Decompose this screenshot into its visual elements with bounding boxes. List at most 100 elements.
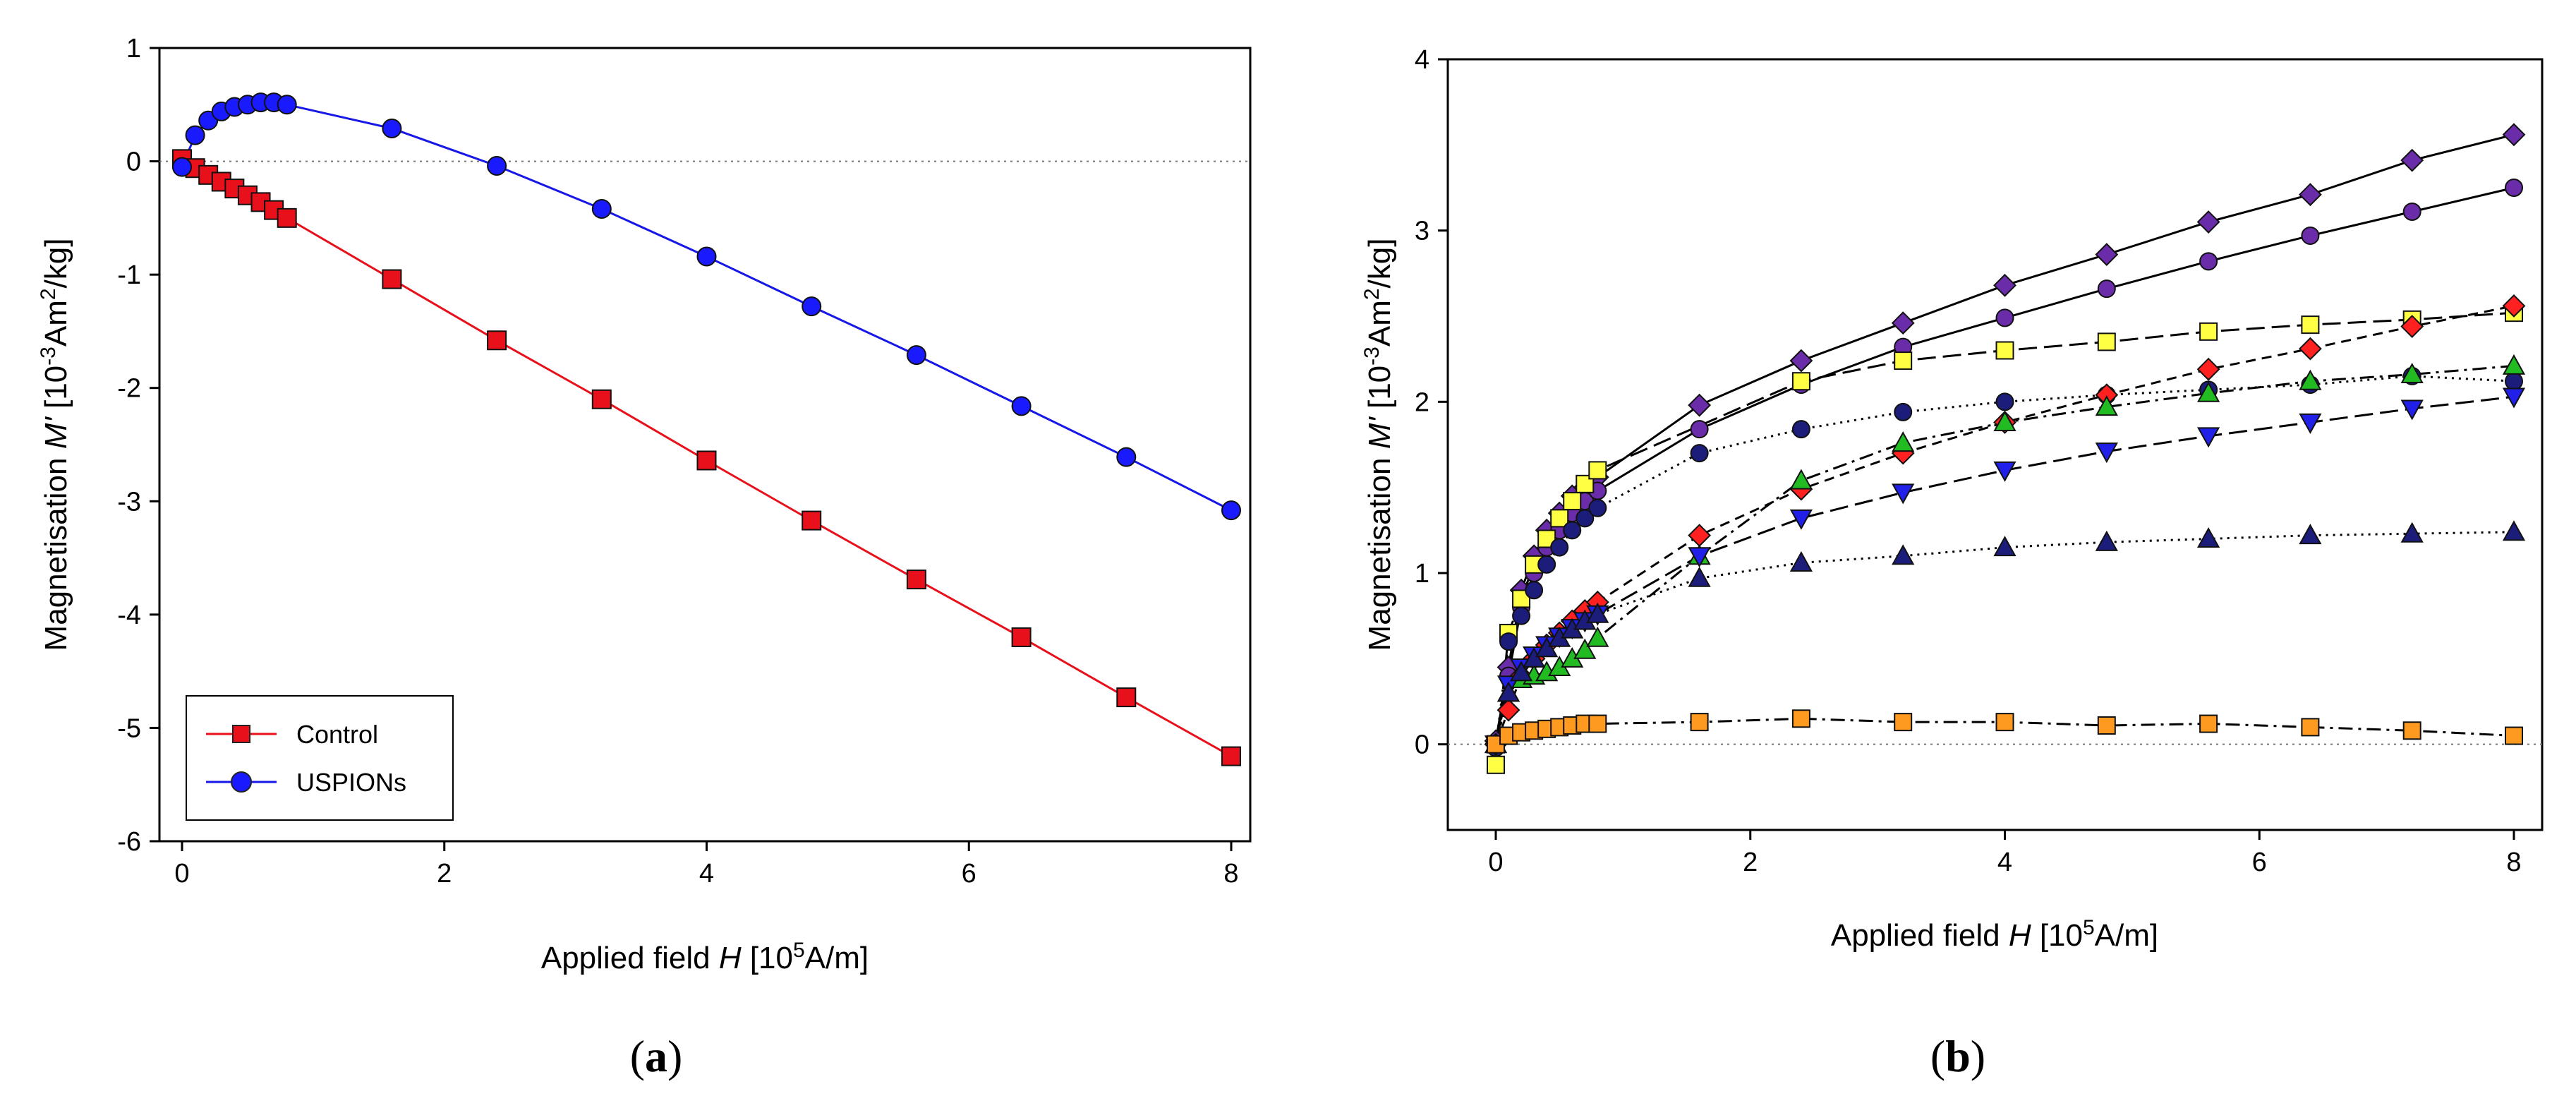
y-tick-label: 1 [126, 34, 141, 64]
series-line-triangle-green [1494, 364, 2515, 745]
data-point-circle-navy [1525, 581, 1544, 600]
data-point-circle-purple [2505, 179, 2523, 197]
data-point-triangle-navy [2095, 530, 2118, 551]
data-point-circle-navy [1894, 402, 1913, 421]
data-point-uspions [1011, 396, 1032, 416]
data-point-control [1116, 687, 1137, 708]
data-point-control [1221, 746, 1241, 766]
axis-ticks-b: 0 2 4 6 8 4 3 2 1 0 [1415, 45, 2522, 877]
data-point-square-yellow [2199, 322, 2218, 341]
data-point-circle-navy [1550, 538, 1569, 557]
data-point-square-yellow [1894, 351, 1913, 371]
y-tick-label: 4 [1415, 45, 1429, 75]
y-tick-label: -6 [117, 827, 141, 857]
data-point-square-yellow [1791, 372, 1810, 391]
y-tick-label: 0 [1415, 730, 1429, 760]
data-point-uspions [906, 345, 926, 366]
data-point-square-orange [1791, 709, 1810, 728]
data-point-diamond-red [2502, 294, 2526, 318]
data-point-triangle-down-blue [2299, 413, 2322, 434]
data-point-circle-navy [1537, 555, 1556, 574]
data-point-triangle-down-blue [2197, 427, 2220, 448]
data-point-circle-navy [1588, 498, 1607, 517]
data-point-diamond-purple [1789, 349, 1813, 373]
data-point-triangle-down-blue [1993, 461, 2016, 482]
legend-marker-uspions [231, 771, 252, 793]
data-point-uspions [1116, 447, 1137, 467]
series-lines-a [181, 101, 1232, 757]
data-point-control [1011, 627, 1032, 647]
data-point-triangle-navy [2502, 520, 2526, 541]
data-point-uspions [277, 95, 297, 115]
data-point-triangle-navy [1586, 602, 1609, 623]
series-lines-b [1494, 133, 2515, 765]
data-point-circle-navy [1512, 606, 1531, 625]
data-point-circle-navy [1499, 632, 1518, 651]
data-point-diamond-red [2196, 357, 2220, 381]
data-point-circle-navy [1995, 392, 2014, 411]
axis-ticks-a: 0 2 4 6 810-1-2-3-4-5-6 [117, 34, 1238, 889]
data-point-uspions [802, 296, 822, 317]
data-point-diamond-purple [2095, 243, 2119, 267]
y-tick-label: -3 [117, 487, 141, 517]
data-point-square-orange [2199, 714, 2218, 733]
panel-label-a: (a) [630, 1031, 683, 1081]
data-point-diamond-purple [1993, 273, 2016, 297]
y-tick-label: -1 [117, 260, 141, 290]
legend-label-control: Control [296, 720, 378, 749]
data-point-circle-navy [1563, 521, 1582, 540]
y-tick-label: -5 [117, 713, 141, 743]
data-point-diamond-red [2400, 315, 2424, 338]
data-point-diamond-red [1496, 698, 1520, 722]
legend-label-uspions: USPIONs [296, 768, 406, 797]
data-point-circle-navy [1791, 420, 1810, 439]
data-point-square-yellow [1995, 341, 2014, 360]
panel-label-b: (b) [1930, 1031, 1985, 1081]
data-point-diamond-red [2298, 337, 2322, 361]
y-tick-label: -2 [117, 374, 141, 404]
data-point-square-yellow [2301, 315, 2320, 335]
data-point-square-orange [1995, 713, 2014, 732]
data-point-uspions [172, 157, 192, 177]
data-point-square-yellow [1588, 461, 1607, 480]
data-point-triangle-navy [1496, 681, 1520, 702]
y-axis-label-b: Magnetisation M' [10-3Am2/kg] [1360, 239, 1398, 651]
x-tick-label: 8 [2506, 848, 2521, 877]
data-point-diamond-purple [2196, 210, 2220, 234]
x-tick-label: 2 [437, 859, 452, 889]
data-point-circle-purple [1690, 420, 1709, 439]
data-point-square-orange [2505, 726, 2523, 745]
data-point-triangle-green [2400, 363, 2424, 384]
series-line-diamond-purple [1494, 133, 2515, 742]
data-point-triangle-down-blue [1688, 547, 1711, 568]
data-point-square-orange [2097, 716, 2116, 735]
data-point-triangle-navy [2197, 527, 2220, 548]
series-line-diamond-red [1494, 304, 2515, 745]
series-line-triangle-down-blue [1494, 395, 2515, 745]
data-point-diamond-purple [2400, 148, 2424, 172]
x-tick-label: 0 [1488, 848, 1503, 877]
data-point-triangle-down-blue [2502, 387, 2526, 409]
legend-a: Control USPIONs [186, 695, 454, 821]
data-point-triangle-green [2197, 381, 2220, 402]
x-tick-label: 4 [1997, 848, 2012, 877]
panel-a: 0 2 4 6 810-1-2-3-4-5-6 Applied field H [105… [37, 34, 1252, 1081]
data-point-uspions [591, 199, 612, 219]
y-tick-label: 0 [126, 147, 141, 177]
panel-b: 0 2 4 6 8 4 3 2 1 0 Applied field H [105A/m] Magn… [1360, 45, 2544, 1081]
data-point-control [487, 330, 507, 351]
data-point-diamond-purple [1688, 393, 1712, 417]
series-line-uspions [181, 101, 1232, 512]
data-point-uspions [696, 246, 717, 267]
data-point-diamond-red [1688, 524, 1712, 548]
data-point-square-orange [2402, 721, 2421, 740]
data-point-square-orange [1588, 714, 1607, 733]
data-point-triangle-down-blue [1892, 483, 1915, 505]
data-point-triangle-green [1789, 469, 1813, 490]
data-point-triangle-navy [1509, 661, 1533, 682]
data-point-control [802, 510, 822, 531]
data-point-square-yellow [1550, 509, 1569, 528]
y-tick-label: 2 [1415, 387, 1429, 417]
x-tick-label: 2 [1743, 848, 1758, 877]
